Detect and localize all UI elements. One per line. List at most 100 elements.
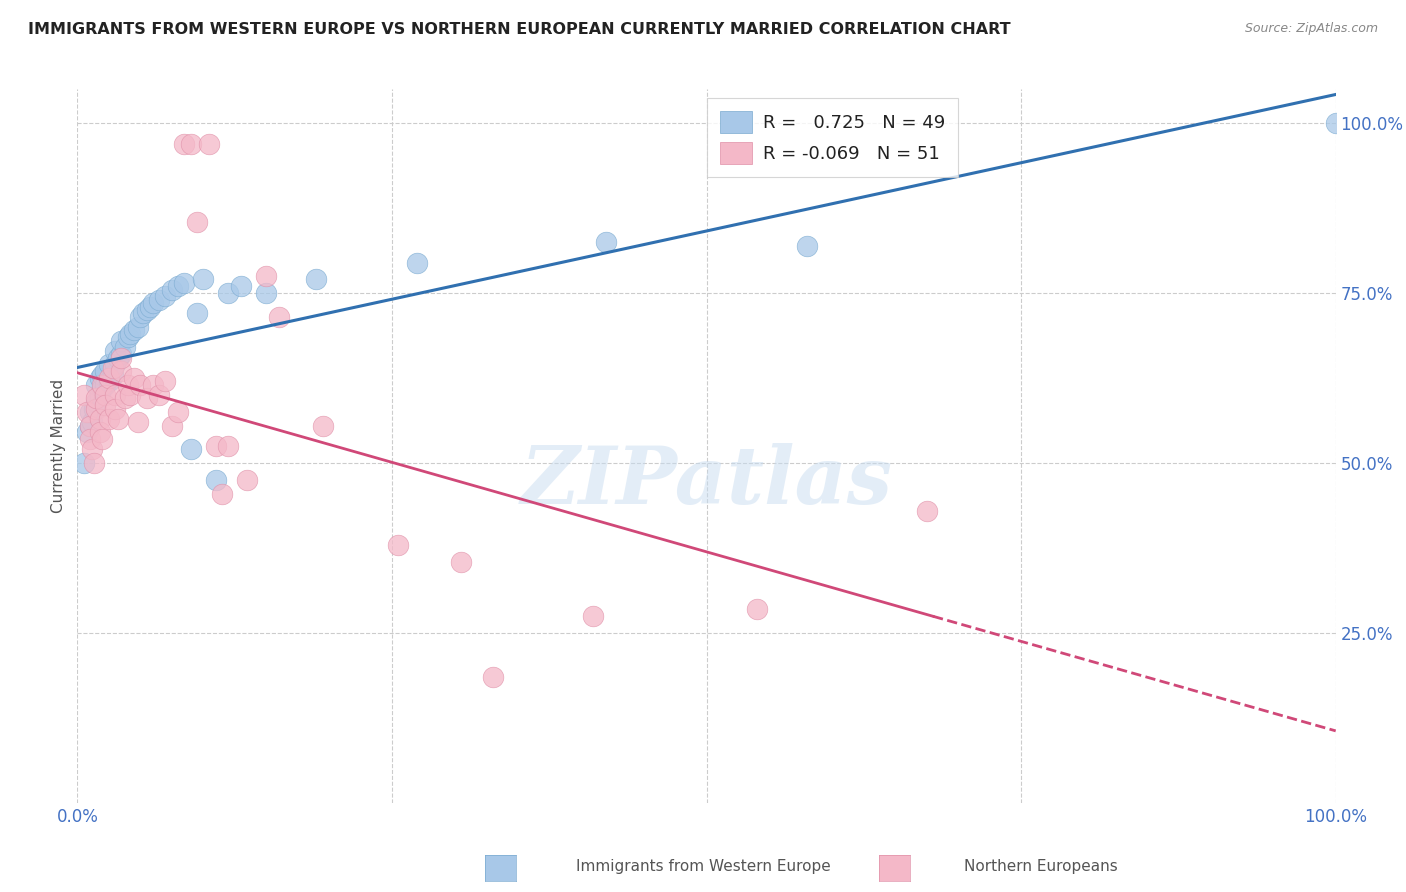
Point xyxy=(82,415,104,429)
Point xyxy=(76,405,98,419)
Point xyxy=(267,310,290,324)
Point xyxy=(1324,116,1347,130)
Text: ZIPatlas: ZIPatlas xyxy=(520,443,893,520)
Point xyxy=(107,351,129,365)
Point xyxy=(110,334,132,348)
Point xyxy=(167,279,190,293)
Y-axis label: Currently Married: Currently Married xyxy=(51,379,66,513)
Point xyxy=(796,238,818,252)
Point xyxy=(312,418,335,433)
Point xyxy=(76,425,98,440)
Point xyxy=(82,442,104,457)
Point xyxy=(91,368,114,382)
Point xyxy=(142,296,165,310)
Point xyxy=(97,412,120,426)
Point xyxy=(114,341,136,355)
Point xyxy=(114,392,136,406)
Point xyxy=(117,377,139,392)
Point xyxy=(186,306,208,320)
Point xyxy=(236,473,259,487)
Point xyxy=(129,377,152,392)
Point xyxy=(120,388,142,402)
Point xyxy=(450,555,472,569)
Point xyxy=(155,375,177,389)
Point xyxy=(173,136,195,151)
Point xyxy=(481,670,503,684)
Point xyxy=(104,388,127,402)
Point xyxy=(94,377,117,392)
Text: IMMIGRANTS FROM WESTERN EUROPE VS NORTHERN EUROPEAN CURRENTLY MARRIED CORRELATIO: IMMIGRANTS FROM WESTERN EUROPE VS NORTHE… xyxy=(28,22,1011,37)
Point xyxy=(83,456,105,470)
Point xyxy=(110,351,132,365)
Point xyxy=(104,343,127,358)
Point xyxy=(229,279,252,293)
Point xyxy=(186,215,208,229)
Point xyxy=(101,368,124,382)
Point xyxy=(94,388,117,402)
Point xyxy=(211,486,233,500)
Point xyxy=(89,412,111,426)
Point xyxy=(173,276,195,290)
Point xyxy=(204,473,226,487)
Point xyxy=(72,456,94,470)
Point xyxy=(135,303,157,318)
Point xyxy=(104,401,127,416)
Point xyxy=(132,306,155,320)
Point xyxy=(595,235,617,249)
Point xyxy=(254,269,277,284)
Point xyxy=(79,418,101,433)
Point xyxy=(387,537,409,551)
Point xyxy=(582,608,605,623)
Point xyxy=(135,392,157,406)
Point xyxy=(97,358,120,372)
Text: Northern Europeans: Northern Europeans xyxy=(963,859,1118,874)
Point xyxy=(79,432,101,446)
Point xyxy=(180,442,202,457)
Point xyxy=(101,360,124,375)
Point xyxy=(83,401,105,416)
Point xyxy=(91,381,114,395)
Point xyxy=(120,326,142,341)
Point xyxy=(97,375,120,389)
Point xyxy=(91,377,114,392)
Point xyxy=(155,289,177,303)
Point xyxy=(406,255,429,269)
Point xyxy=(129,310,152,324)
Point xyxy=(89,371,111,385)
Point xyxy=(104,358,127,372)
Point xyxy=(79,418,101,433)
Point xyxy=(142,377,165,392)
Point xyxy=(89,425,111,440)
Point xyxy=(180,136,202,151)
Point xyxy=(160,283,183,297)
Point xyxy=(94,364,117,378)
Point xyxy=(254,286,277,301)
Point xyxy=(915,503,938,517)
Point xyxy=(305,272,328,286)
Point xyxy=(160,418,183,433)
Point xyxy=(148,388,170,402)
Point xyxy=(127,415,149,429)
Point xyxy=(148,293,170,307)
Point xyxy=(84,394,107,409)
Text: Source: ZipAtlas.com: Source: ZipAtlas.com xyxy=(1244,22,1378,36)
Point xyxy=(217,439,239,453)
Point xyxy=(198,136,221,151)
Point xyxy=(122,371,145,385)
Point xyxy=(94,398,117,412)
Point xyxy=(139,300,162,314)
Point xyxy=(127,320,149,334)
Point xyxy=(167,405,190,419)
Point xyxy=(97,371,120,385)
Point xyxy=(91,432,114,446)
Text: Immigrants from Western Europe: Immigrants from Western Europe xyxy=(575,859,831,874)
Point xyxy=(122,323,145,337)
Point xyxy=(217,286,239,301)
Point xyxy=(84,401,107,416)
Point xyxy=(191,272,215,286)
Point xyxy=(107,412,129,426)
Point xyxy=(110,347,132,361)
Point xyxy=(72,388,94,402)
Point xyxy=(117,330,139,344)
Point xyxy=(204,439,226,453)
